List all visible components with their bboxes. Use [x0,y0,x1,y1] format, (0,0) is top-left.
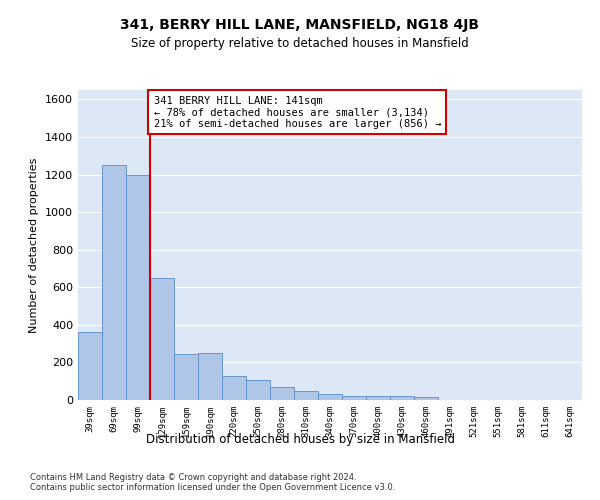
Text: 341 BERRY HILL LANE: 141sqm
← 78% of detached houses are smaller (3,134)
21% of : 341 BERRY HILL LANE: 141sqm ← 78% of det… [154,96,441,129]
Y-axis label: Number of detached properties: Number of detached properties [29,158,40,332]
Bar [270,387,294,400]
Bar [246,380,270,400]
Bar [366,396,390,400]
Bar [342,396,366,400]
Bar [150,278,174,400]
Text: Distribution of detached houses by size in Mansfield: Distribution of detached houses by size … [146,432,455,446]
Bar [126,174,150,400]
Text: Contains HM Land Registry data © Crown copyright and database right 2024.
Contai: Contains HM Land Registry data © Crown c… [30,472,395,492]
Bar [294,390,318,400]
Bar [174,354,198,400]
Bar [318,394,342,400]
Text: Size of property relative to detached houses in Mansfield: Size of property relative to detached ho… [131,38,469,51]
Bar [198,353,222,400]
Bar [390,396,414,400]
Text: 341, BERRY HILL LANE, MANSFIELD, NG18 4JB: 341, BERRY HILL LANE, MANSFIELD, NG18 4J… [121,18,479,32]
Bar [102,165,126,400]
Bar [222,376,246,400]
Bar [78,332,102,400]
Bar [414,397,438,400]
